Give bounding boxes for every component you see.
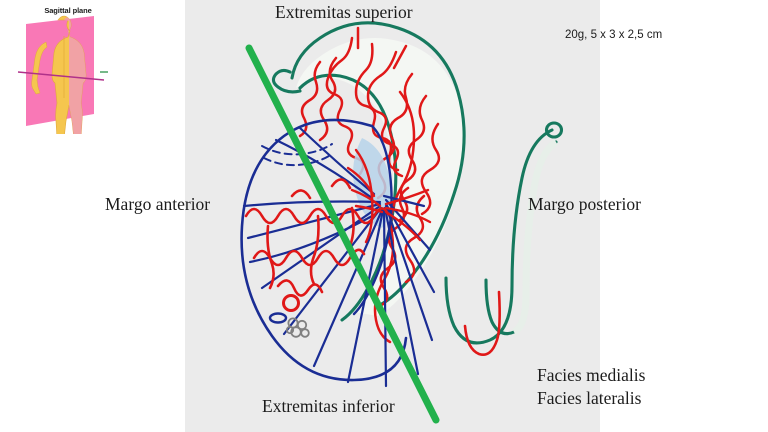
sagittal-plane-title: Sagittal plane <box>44 6 92 15</box>
plane-indicator-line <box>17 71 105 81</box>
label-margo-anterior: Margo anterior <box>105 194 211 214</box>
label-extremitas-inferior: Extremitas inferior <box>262 396 395 416</box>
sagittal-plane-thumbnail: Sagittal plane <box>8 2 128 146</box>
label-facies-medialis: Facies medialis <box>537 365 646 385</box>
label-margo-posterior: Margo posterior <box>528 194 641 214</box>
human-figure <box>31 15 87 146</box>
sagittal-plane-illustration <box>17 15 108 146</box>
label-facies-lateralis: Facies lateralis <box>537 388 642 408</box>
label-extremitas-superior: Extremitas superior <box>275 2 413 22</box>
weight-and-size-note: 20g, 5 x 3 x 2,5 cm <box>565 29 663 41</box>
